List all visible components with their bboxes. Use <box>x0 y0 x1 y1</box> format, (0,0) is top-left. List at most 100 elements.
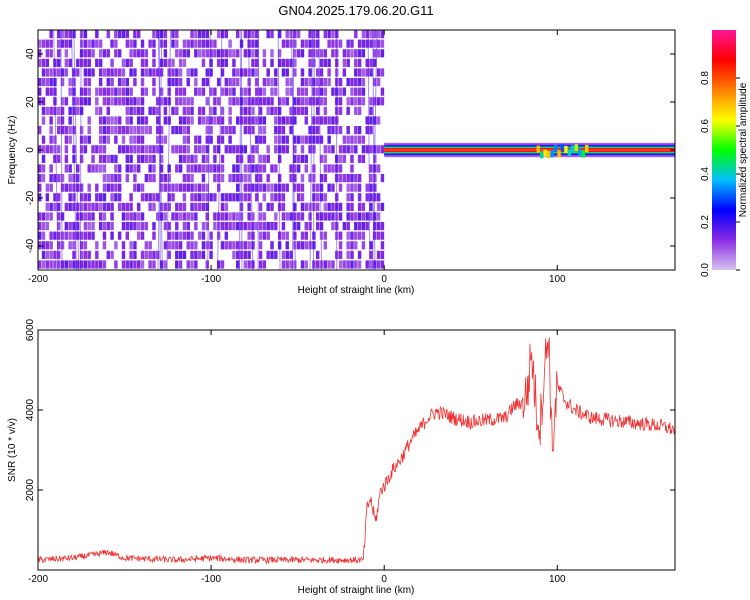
heatmap-cell <box>64 183 69 192</box>
heatmap-cell <box>98 164 103 173</box>
heatmap-cell <box>117 164 122 173</box>
heatmap-cell <box>133 135 137 144</box>
heatmap-cell <box>304 78 308 87</box>
heatmap-cell <box>182 97 187 106</box>
heatmap-cell <box>296 193 301 202</box>
heatmap-cell <box>114 49 118 58</box>
heatmap-cell <box>357 135 362 144</box>
heatmap-cell <box>342 222 347 231</box>
heatmap-cell <box>114 154 118 163</box>
heatmap-cell <box>213 97 217 106</box>
heatmap-cell <box>45 183 50 192</box>
heatmap-cell <box>41 97 46 106</box>
heatmap-cell <box>190 68 194 77</box>
heatmap-cell <box>98 126 103 135</box>
heatmap-cell <box>186 49 190 58</box>
heatmap-cell <box>201 222 206 231</box>
heatmap-cell <box>354 87 358 96</box>
heatmap-cell <box>300 212 305 221</box>
heatmap-cell <box>361 135 366 144</box>
snr-y-label: SNR (10 * v/v) <box>7 418 18 482</box>
heatmap-cell <box>357 222 362 231</box>
heatmap-cell <box>137 106 141 115</box>
heatmap-cell <box>346 222 350 231</box>
heatmap-cell <box>140 154 145 163</box>
heatmap-cell <box>129 39 133 48</box>
heatmap-cell <box>323 241 328 250</box>
heatmap-cell <box>49 116 53 125</box>
heatmap-cell <box>262 212 267 221</box>
heatmap-cell <box>209 68 213 77</box>
heatmap-cell <box>369 39 373 48</box>
heatmap-cell <box>216 145 221 154</box>
heatmap-cell <box>98 49 103 58</box>
heatmap-cell <box>315 126 320 135</box>
y-tick-label: 40 <box>25 48 36 60</box>
heatmap-cell <box>121 97 126 106</box>
heatmap-cell <box>216 97 221 106</box>
heatmap-cell <box>304 135 308 144</box>
heatmap-cell <box>216 174 221 183</box>
heatmap-cell <box>323 58 328 67</box>
heatmap-cell <box>296 30 301 39</box>
heatmap-cell <box>41 135 46 144</box>
heatmap-cell <box>114 39 118 48</box>
heatmap-cell <box>144 126 149 135</box>
heatmap-cell <box>354 231 358 240</box>
heatmap-cell <box>331 116 335 125</box>
heatmap-cell <box>255 39 259 48</box>
heatmap-cell <box>243 193 248 202</box>
heatmap-cell <box>247 241 251 250</box>
heatmap-cell <box>148 193 152 202</box>
heatmap-cell <box>308 49 312 58</box>
heatmap-cell <box>220 68 225 77</box>
heatmap-cell <box>182 212 187 221</box>
heatmap-cell <box>338 250 343 259</box>
heatmap-cell <box>117 78 122 87</box>
heatmap-cell <box>83 193 88 202</box>
heatmap-cell <box>258 116 263 125</box>
heatmap-cell <box>201 145 206 154</box>
heatmap-cell <box>361 202 366 211</box>
heatmap-cell <box>338 39 343 48</box>
heatmap-cell <box>354 183 358 192</box>
heatmap-cell <box>270 58 274 67</box>
heatmap-cell <box>110 231 114 240</box>
heatmap-cell <box>87 193 91 202</box>
heatmap-cell <box>152 78 156 87</box>
heatmap-cell <box>376 202 381 211</box>
heatmap-cell <box>201 193 206 202</box>
heatmap-cell <box>571 145 575 153</box>
heatmap-cell <box>365 126 369 135</box>
heatmap-cell <box>137 154 141 163</box>
heatmap-cell <box>376 68 381 77</box>
heatmap-cell <box>255 30 259 39</box>
heatmap-streak <box>367 30 371 270</box>
heatmap-cell <box>148 154 152 163</box>
heatmap-cell <box>251 212 255 221</box>
heatmap-cell <box>68 116 72 125</box>
heatmap-cell <box>178 78 183 87</box>
heatmap-cell <box>106 154 110 163</box>
heatmap-cell <box>255 193 259 202</box>
heatmap-cell <box>247 30 251 39</box>
heatmap-cell <box>285 39 289 48</box>
heatmap-cell <box>49 202 53 211</box>
heatmap-cell <box>315 30 320 39</box>
heatmap-cell <box>376 193 381 202</box>
heatmap-cell <box>45 260 50 269</box>
heatmap-cell <box>49 212 53 221</box>
heatmap-cell <box>201 49 206 58</box>
heatmap-cell <box>140 39 145 48</box>
heatmap-cell <box>49 183 53 192</box>
heatmap-cell <box>64 49 69 58</box>
heatmap-cell <box>76 183 80 192</box>
heatmap-cell <box>205 202 209 211</box>
heatmap-cell <box>293 135 297 144</box>
heatmap-cell <box>357 68 362 77</box>
heatmap-cell <box>72 87 76 96</box>
heatmap-cell <box>72 241 76 250</box>
heatmap-cell <box>266 154 270 163</box>
heatmap-cell <box>194 183 198 192</box>
